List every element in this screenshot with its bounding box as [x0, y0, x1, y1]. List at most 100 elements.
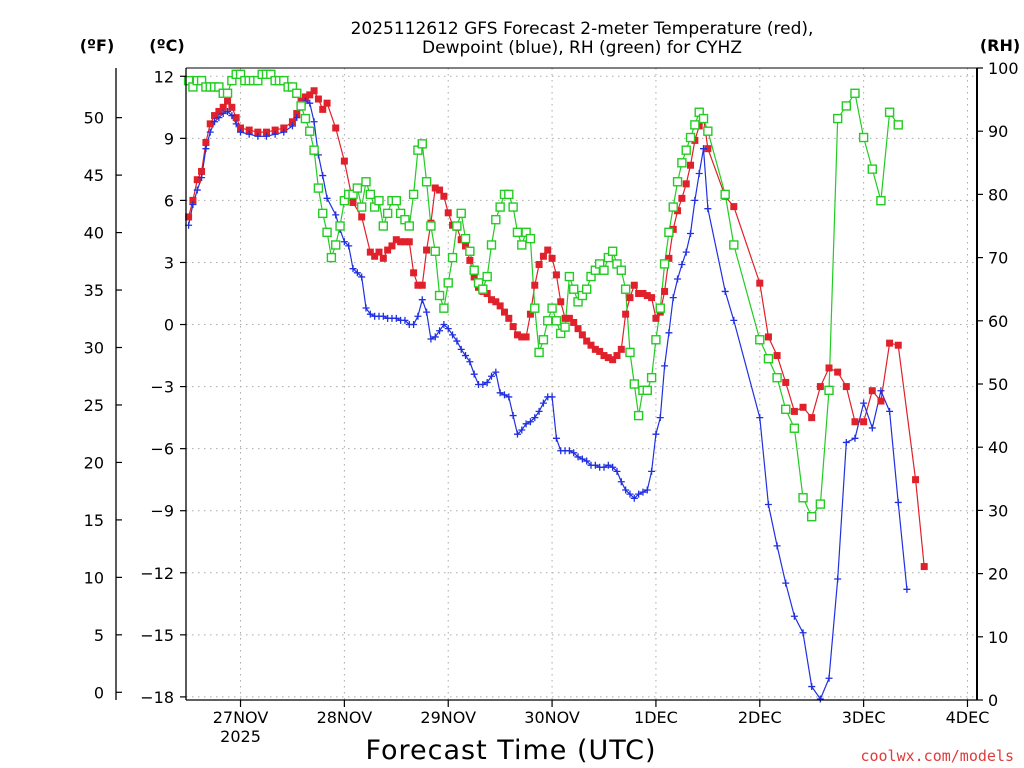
dewpoint-point [414, 312, 422, 320]
dewpoint-point [825, 674, 833, 682]
rh-point [543, 316, 553, 326]
temperature-point [500, 308, 508, 316]
fahrenheit-tick-label: 30 [84, 339, 104, 358]
rh-point [439, 303, 449, 313]
temperature-point [868, 387, 876, 395]
fahrenheit-tick-label: 50 [84, 109, 104, 128]
series-markers [183, 69, 928, 703]
dewpoint-point [466, 358, 474, 366]
rh-point [313, 183, 324, 193]
rh-point [720, 189, 730, 200]
time-tick-label: 1DEC [634, 708, 678, 727]
rh-point [361, 177, 371, 187]
celsius-tick-label: −12 [140, 564, 174, 583]
dewpoint-point [323, 194, 331, 202]
dewpoint-point [449, 331, 457, 339]
dewpoint-point [609, 463, 617, 471]
fahrenheit-tick-label: 10 [84, 568, 104, 587]
temperature-point [544, 246, 552, 254]
rh-point [447, 252, 458, 263]
chart-title-line-1: 2025112612 GFS Forecast 2-meter Temperat… [351, 19, 814, 39]
temperature-point [851, 418, 859, 426]
temperature-point [232, 114, 240, 122]
dewpoint-point [600, 463, 608, 471]
rh-point [356, 202, 367, 212]
dewpoint-point [834, 575, 842, 583]
temperature-point [245, 126, 253, 134]
dewpoint-point [310, 118, 318, 126]
rh-point [625, 347, 635, 358]
temperature-point [756, 279, 764, 287]
temperature-point [912, 476, 920, 484]
dewpoint-point [565, 447, 573, 455]
dewpoint-point [198, 174, 206, 182]
celsius-tick-label: 6 [164, 191, 174, 210]
dewpoint-point [401, 316, 409, 324]
temperature-point [314, 95, 322, 103]
dewpoint-point [674, 275, 682, 283]
dewpoint-point [345, 242, 353, 250]
dewpoint-point [518, 426, 526, 434]
temperature-point [340, 157, 348, 165]
time-tick-label: 3DEC [842, 708, 886, 727]
temperature-point [388, 242, 396, 250]
rh-point [815, 499, 826, 509]
temperature-point [596, 347, 604, 355]
dewpoint-point [349, 265, 357, 273]
rh-point [560, 322, 570, 332]
dewpoint-point [427, 335, 435, 343]
rh-point [525, 233, 536, 244]
dewpoint-point [366, 310, 374, 318]
temperature-point [561, 314, 569, 322]
dewpoint-point [206, 128, 214, 136]
dewpoint-point [591, 461, 599, 469]
rh-point [417, 139, 427, 149]
temperature-point [704, 145, 712, 153]
temperature-point [288, 118, 296, 126]
dewpoint-point [500, 391, 508, 399]
dewpoint-point [782, 579, 790, 587]
temperature-point [652, 314, 660, 322]
temperature-point [280, 124, 288, 132]
rh-point [374, 196, 384, 206]
celsius-tick-label: 3 [164, 253, 174, 272]
fahrenheit-tick-label: 40 [84, 224, 104, 243]
temperature-point [206, 120, 214, 128]
dewpoint-point [462, 352, 470, 360]
rh-point [633, 410, 644, 421]
rh-point [512, 227, 523, 238]
dewpoint-point [535, 407, 543, 415]
time-tick-label: 28NOV [317, 708, 373, 727]
dewpoint-point [245, 130, 253, 138]
rh-point [331, 240, 341, 250]
dewpoint-point [842, 438, 850, 446]
temperature-point [730, 203, 738, 211]
rh-point [391, 196, 401, 206]
rh-point [482, 271, 492, 282]
dewpoint-point [513, 430, 521, 438]
temperature-point [799, 403, 807, 411]
temperature-point [323, 99, 331, 107]
temperature-point [661, 287, 669, 295]
time-tick-label: 30NOV [524, 708, 580, 727]
temperature-point [678, 194, 686, 202]
dewpoint-point [626, 490, 634, 498]
dewpoint-point [682, 248, 690, 256]
rh-tick-label: 0 [988, 691, 998, 710]
dewpoint-point [215, 114, 223, 122]
dewpoint-point [496, 389, 504, 397]
temperature-point [418, 281, 426, 289]
dewpoint-point [877, 387, 885, 395]
celsius-tick-label: −18 [140, 688, 174, 707]
dewpoint-point [522, 420, 530, 428]
dewpoint-point [691, 196, 699, 204]
fahrenheit-tick-label: 5 [94, 626, 104, 645]
rh-point [729, 240, 739, 250]
rh-tick-label: 10 [988, 628, 1008, 647]
rh-point [335, 221, 345, 231]
dewpoint-point [340, 238, 348, 246]
temperature-point [648, 294, 656, 302]
temperature-point [215, 107, 223, 115]
rh-point [309, 145, 319, 155]
temperature-point [617, 345, 625, 353]
